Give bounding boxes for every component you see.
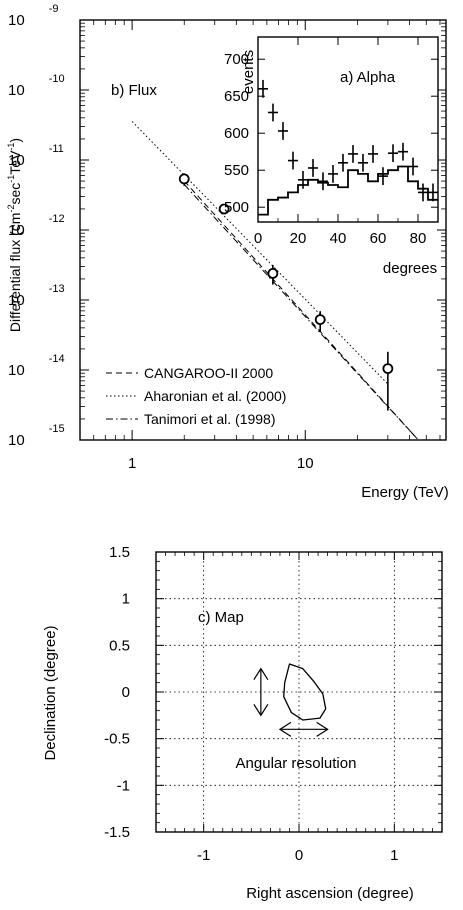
flux-y-tick-label: 10-11 (8, 143, 64, 169)
flux-data-point (267, 267, 279, 279)
flux-x-axis-label: Energy (TeV) (361, 484, 449, 501)
map-y-tick-label: 0 (122, 684, 130, 701)
legend-entry: CANGAROO-II 2000 (144, 365, 273, 381)
map-y-tick-label: -1 (117, 777, 130, 794)
alpha-y-tick-label: 700 (224, 51, 249, 68)
alpha-x-tick-label: 60 (370, 230, 387, 247)
legend-entry: Tanimori et al. (1998) (144, 411, 276, 427)
alpha-y-tick-label: 650 (224, 88, 249, 105)
flux-fit-line-0 (183, 180, 419, 441)
map-contour (283, 663, 327, 721)
flux-data-point (218, 203, 230, 215)
arrow-head-right (316, 721, 329, 737)
flux-fit-lines (131, 121, 419, 441)
flux-y-tick-label: 10-14 (8, 353, 65, 379)
resolution-arrows (253, 667, 329, 737)
flux-panel-label: b) Flux (111, 82, 157, 99)
map-panel: c) Map Declination (degree) Right ascens… (42, 544, 443, 902)
arrow-head-down (253, 704, 269, 717)
flux-x-tick-label: 1 (128, 455, 136, 472)
flux-y-tick-label: 10-10 (8, 73, 65, 99)
flux-y-tick-label: 10-9 (8, 3, 58, 29)
alpha-axis-ticks: 500 550 600 650 700 0 20 40 60 80 (224, 37, 438, 247)
flux-legend: CANGAROO-II 2000 Aharonian et al. (2000) T… (106, 365, 286, 427)
map-y-tick-label: 1 (122, 591, 130, 608)
alpha-x-tick-label: 40 (330, 230, 347, 247)
legend-entry: Aharonian et al. (2000) (144, 388, 286, 404)
arrow-head-up (253, 667, 269, 680)
alpha-y-tick-label: 600 (224, 125, 249, 142)
alpha-x-tick-label: 80 (410, 230, 427, 247)
alpha-off-source-step (258, 165, 438, 216)
flux-x-tick-label: 10 (297, 455, 314, 472)
alpha-off-source-histogram (258, 165, 438, 216)
alpha-inset-panel: a) Alpha events degrees 500 550 600 650 700 0… (224, 36, 439, 277)
map-y-tick-label: -0.5 (104, 731, 130, 748)
map-panel-label: c) Map (198, 609, 244, 626)
flux-y-tick-label: 10-12 (8, 213, 65, 239)
flux-data-points (178, 173, 394, 411)
map-y-tick-label: 1.5 (109, 544, 130, 561)
map-axis-ticks: 1.5 1 0.5 0 -0.5 -1 -1.5 -1 0 1 (104, 544, 442, 864)
angular-resolution-label: Angular resolution (236, 755, 357, 772)
alpha-panel-label: a) Alpha (340, 69, 396, 86)
flux-fit-line-1 (131, 121, 389, 385)
alpha-y-axis-label: events (240, 50, 257, 94)
map-x-tick-label: 0 (295, 847, 303, 864)
alpha-x-tick-label: 20 (290, 230, 307, 247)
flux-y-axis-label: Differential flux (cm-2sec-1TeV-1) (6, 138, 23, 332)
map-y-tick-label: -1.5 (104, 824, 130, 841)
arrow-head-left (278, 721, 292, 737)
alpha-x-axis-label: degrees (383, 260, 437, 277)
alpha-on-source-points (258, 79, 438, 202)
map-x-axis-label: Right ascension (degree) (246, 885, 414, 902)
map-x-tick-label: 1 (390, 847, 398, 864)
significance-contour (283, 663, 327, 721)
alpha-x-tick-label: 0 (254, 230, 262, 247)
flux-data-point (314, 314, 326, 326)
flux-data-point (382, 363, 394, 375)
alpha-y-tick-label: 500 (224, 199, 249, 216)
map-grid (156, 552, 442, 832)
map-x-tick-label: -1 (197, 847, 210, 864)
alpha-plot-frame (257, 36, 439, 223)
flux-panel: b) Flux Differential flux (cm-2sec-1TeV-… (6, 3, 449, 501)
alpha-y-tick-label: 550 (224, 162, 249, 179)
map-y-axis-label: Declination (degree) (42, 625, 59, 760)
map-y-tick-label: 0.5 (109, 637, 130, 654)
flux-y-tick-label: 10-15 (8, 423, 65, 449)
flux-axis-ticks: 10-9 10-10 10-11 10-12 10-13 10-14 10-15 1 10 (8, 3, 446, 472)
flux-y-tick-label: 10-13 (8, 283, 65, 309)
flux-data-point (178, 173, 190, 185)
